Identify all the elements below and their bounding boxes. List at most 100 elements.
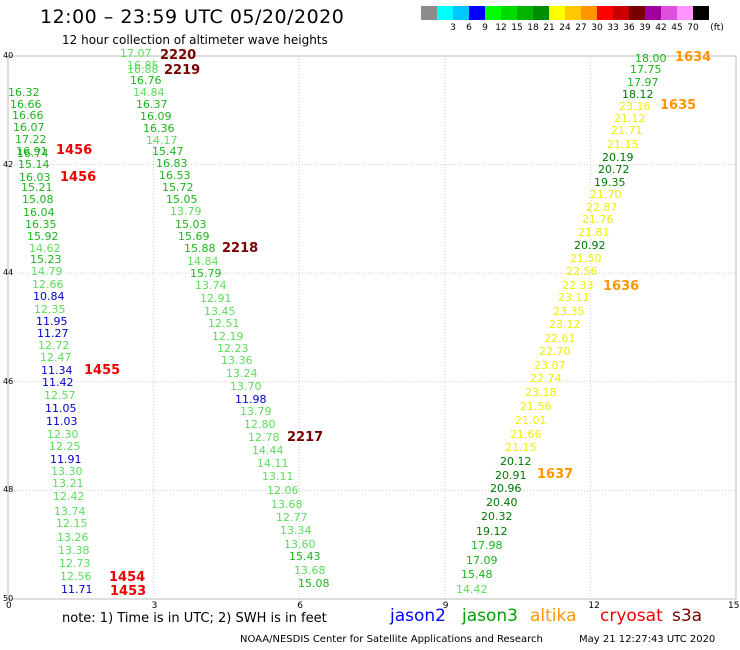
page-title: 12:00 – 23:59 UTC 05/20/2020: [40, 6, 345, 28]
wave-height-value: 18.12: [622, 88, 654, 101]
legend-swatch: [645, 6, 661, 20]
pass-time-label: 2219: [164, 63, 201, 78]
wave-height-value: 21.15: [505, 441, 537, 454]
wave-height-value: 15.72: [162, 181, 194, 194]
wave-height-value: 15.14: [18, 158, 50, 171]
wave-height-value: 22.56: [566, 265, 598, 278]
pass-time-label: 2218: [222, 241, 259, 256]
map-frame: [7, 55, 737, 600]
wave-height-value: 23.12: [549, 318, 581, 331]
wave-height-value: 12.42: [53, 490, 85, 503]
wave-height-value: 12.25: [49, 440, 81, 453]
y-tick-label: 48: [3, 485, 14, 495]
wave-height-value: 21.01: [515, 414, 547, 427]
wave-height-value: 12.66: [32, 278, 64, 291]
legend-label: 36: [623, 23, 635, 33]
wave-height-value: 16.09: [140, 110, 172, 123]
wave-height-value: 11.27: [37, 327, 69, 340]
wave-height-value: 20.40: [486, 496, 518, 509]
wave-height-value: 16.85: [127, 59, 159, 72]
wave-height-value: 15.23: [30, 253, 62, 266]
legend-label: 42: [655, 23, 667, 33]
wave-height-value: 12.91: [200, 292, 232, 305]
wave-height-value: 21.71: [611, 124, 643, 137]
wave-height-value: 21.15: [607, 138, 639, 151]
wave-height-value: 13.36: [221, 354, 253, 367]
legend-label: 45: [671, 23, 683, 33]
wave-height-value: 12.77: [276, 511, 308, 524]
wave-height-value: 20.32: [481, 510, 513, 523]
wave-height-value: 13.45: [204, 305, 236, 318]
wave-height-value: 22.87: [586, 201, 618, 214]
wave-height-value: 12.30: [47, 428, 79, 441]
wave-height-value: 21.76: [582, 213, 614, 226]
wave-height-value: 14.62: [29, 242, 61, 255]
x-tick-label: 3: [151, 601, 158, 611]
wave-height-value: 12.23: [217, 342, 249, 355]
wave-height-value: 16.04: [23, 206, 55, 219]
wave-height-value: 17.22: [15, 133, 47, 146]
wave-height-value: 11.71: [61, 583, 93, 596]
legend-swatch: [469, 6, 485, 20]
wave-height-value: 16.66: [12, 109, 44, 122]
wave-height-value: 16.74: [17, 147, 49, 160]
wave-height-value: 23.07: [534, 359, 566, 372]
wave-height-value: 13.70: [230, 380, 262, 393]
pass-time-label: 1453: [110, 584, 147, 599]
wave-height-value: 14.11: [257, 457, 289, 470]
legend-swatch: [677, 6, 693, 20]
pass-time-label: 1636: [603, 279, 640, 294]
legend-label: 18: [527, 23, 539, 33]
wave-height-value: 21.50: [570, 252, 602, 265]
pass-time-label: 1456: [56, 143, 93, 158]
wave-height-value: 13.34: [280, 524, 312, 537]
wave-height-value: 15.21: [21, 181, 53, 194]
x-tick-label: 12: [588, 601, 600, 611]
legend-swatch: [693, 6, 709, 20]
wave-height-value: 16.88: [127, 63, 159, 76]
wave-height-value: 13.74: [54, 505, 86, 518]
satellite-name: altika: [530, 606, 577, 626]
footer-source: NOAA/NESDIS Center for Satellite Applica…: [240, 634, 543, 645]
wave-height-value: 12.19: [212, 330, 244, 343]
page-subtitle: 12 hour collection of altimeter wave hei…: [62, 33, 328, 47]
wave-height-value: 11.42: [42, 376, 74, 389]
wave-height-value: 16.35: [25, 218, 57, 231]
legend-swatch: [421, 6, 437, 20]
wave-height-value: 20.19: [602, 151, 634, 164]
wave-height-value: 16.32: [8, 86, 40, 99]
wave-height-value: 13.68: [294, 564, 326, 577]
wave-height-value: 13.11: [262, 470, 294, 483]
wave-height-value: 13.21: [52, 477, 84, 490]
wave-height-value: 15.08: [298, 577, 330, 590]
wave-height-value: 10.84: [33, 290, 65, 303]
wave-height-value: 11.05: [45, 402, 77, 415]
wave-height-value: 18.00: [635, 52, 667, 65]
legend-swatch: [661, 6, 677, 20]
wave-height-value: 17.09: [466, 554, 498, 567]
legend-label: 70: [687, 23, 699, 33]
wave-height-value: 11.98: [235, 393, 267, 406]
wave-height-value: 14.44: [252, 444, 284, 457]
legend-label: 15: [511, 23, 523, 33]
legend-swatch: [597, 6, 613, 20]
wave-height-value: 12.57: [44, 389, 76, 402]
legend-swatch: [501, 6, 517, 20]
satellite-name: jason2: [390, 606, 446, 626]
wave-height-value: 16.03: [19, 171, 51, 184]
wave-height-value: 15.43: [289, 550, 321, 563]
wave-height-value: 21.12: [614, 112, 646, 125]
legend-label: 39: [639, 23, 651, 33]
wave-height-value: 21.56: [520, 400, 552, 413]
y-tick-label: 46: [3, 376, 14, 386]
pass-time-label: 1634: [675, 50, 712, 65]
legend-unit: (ft): [710, 23, 724, 33]
wave-height-value: 13.38: [58, 544, 90, 557]
x-tick-label: 6: [297, 601, 303, 611]
legend-label: 12: [495, 23, 507, 33]
wave-height-value: 16.83: [156, 157, 188, 170]
wave-height-value: 13.68: [271, 498, 303, 511]
y-tick-label: 44: [3, 268, 14, 278]
wave-height-value: 14.84: [133, 86, 165, 99]
wave-height-value: 12.35: [34, 303, 66, 316]
